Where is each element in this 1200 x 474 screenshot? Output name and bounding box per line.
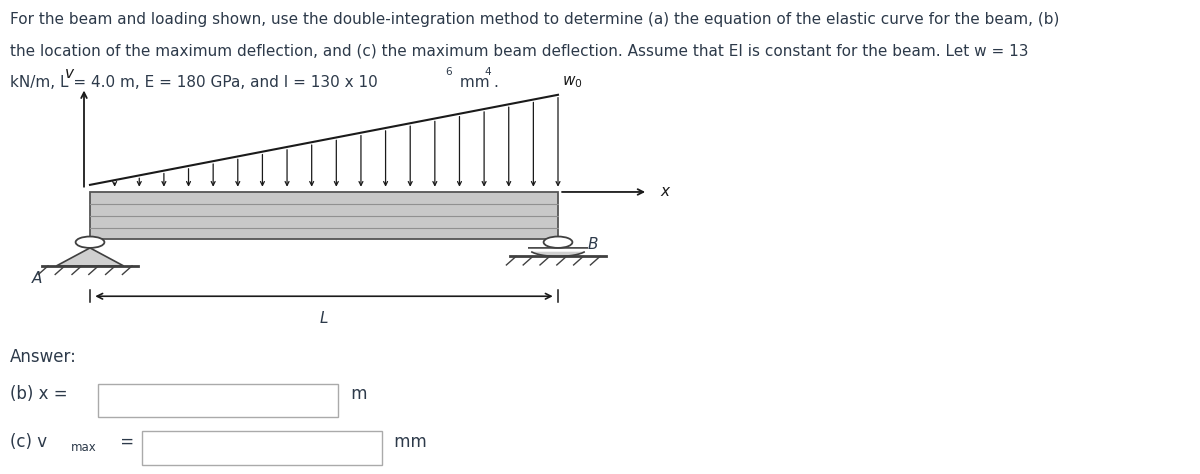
Text: v: v bbox=[65, 65, 74, 81]
Text: Answer:: Answer: bbox=[10, 348, 77, 366]
Text: =: = bbox=[115, 433, 139, 451]
Text: 6: 6 bbox=[445, 67, 452, 77]
Text: 4: 4 bbox=[485, 67, 492, 77]
Text: the location of the maximum deflection, and (c) the maximum beam deflection. Ass: the location of the maximum deflection, … bbox=[10, 44, 1028, 59]
Text: x: x bbox=[660, 184, 670, 200]
Text: (b) x =: (b) x = bbox=[10, 385, 72, 403]
Polygon shape bbox=[90, 192, 558, 239]
Text: .: . bbox=[493, 75, 498, 91]
Text: (c) v: (c) v bbox=[10, 433, 47, 451]
Text: L: L bbox=[319, 311, 329, 327]
Bar bbox=[98, 384, 338, 417]
Text: mm: mm bbox=[455, 75, 490, 91]
Text: B: B bbox=[588, 237, 599, 252]
Circle shape bbox=[76, 237, 104, 248]
Text: mm: mm bbox=[389, 433, 426, 451]
Text: max: max bbox=[71, 441, 96, 454]
Text: A: A bbox=[31, 271, 42, 286]
Text: m: m bbox=[346, 385, 367, 403]
Text: $w_0$: $w_0$ bbox=[562, 74, 582, 90]
Text: For the beam and loading shown, use the double-integration method to determine (: For the beam and loading shown, use the … bbox=[10, 12, 1058, 27]
Circle shape bbox=[544, 237, 572, 248]
Polygon shape bbox=[56, 248, 124, 266]
Text: kN/m, L = 4.0 m, E = 180 GPa, and I = 130 x 10: kN/m, L = 4.0 m, E = 180 GPa, and I = 13… bbox=[10, 75, 377, 91]
Bar bbox=[142, 431, 382, 465]
